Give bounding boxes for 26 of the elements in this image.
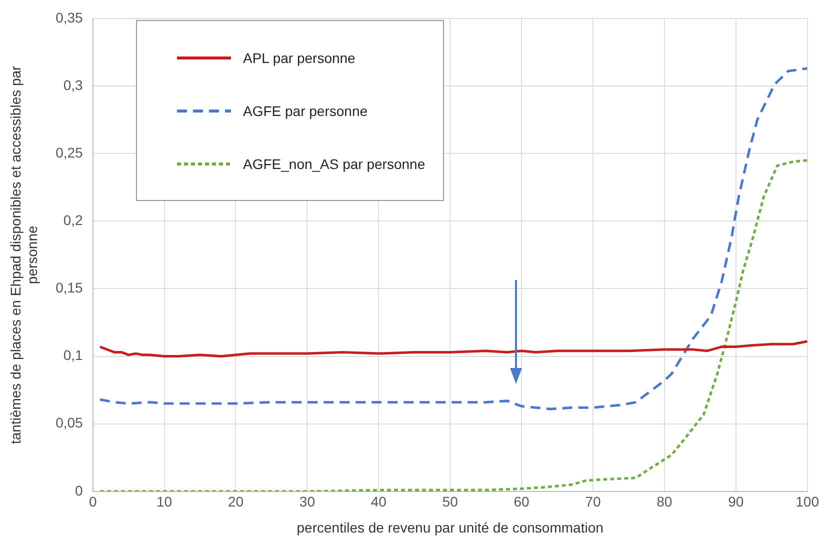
- legend-label: AGFE_non_AS par personne: [243, 156, 426, 172]
- line-series: [98, 67, 808, 410]
- y-tick-label: 0,1: [63, 347, 84, 364]
- y-axis-title: tantièmes de places en Ehpad disponibles et accessibles par personne: [7, 65, 40, 444]
- x-tick-label: 100: [796, 494, 820, 510]
- y-tick-label: 0: [75, 482, 84, 498]
- y-tick-label: 0,2: [63, 212, 84, 228]
- x-axis-title: percentiles de revenu par unité de consommation: [296, 519, 604, 536]
- y-tick-label: 0,3: [63, 76, 84, 93]
- legend-label: APL par personne: [243, 50, 356, 66]
- x-tick-label: 90: [728, 494, 744, 510]
- x-tick-label: 20: [228, 494, 244, 510]
- legend-label: AGFE par personne: [243, 102, 368, 118]
- y-tick-label: 0,35: [56, 9, 84, 26]
- y-tick-label: 0,05: [56, 414, 84, 431]
- x-tick-label: 70: [585, 494, 601, 510]
- y-tick-label: 0,15: [56, 280, 84, 296]
- x-tick-label: 10: [156, 494, 172, 510]
- y-tick-label: 0,25: [56, 144, 84, 160]
- x-tick-label: 40: [370, 494, 387, 510]
- x-tick-label: 60: [514, 494, 530, 510]
- x-tick-label: 0: [88, 494, 97, 510]
- x-tick-label: 50: [442, 494, 458, 510]
- line-series: [98, 159, 808, 492]
- x-tick-label: 80: [656, 494, 672, 510]
- x-tick-label: 30: [299, 494, 316, 510]
